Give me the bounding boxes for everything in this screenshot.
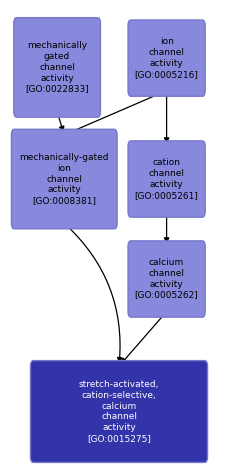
Text: mechanically
gated
channel
activity
[GO:0022833]: mechanically gated channel activity [GO:… (25, 41, 89, 93)
FancyArrowPatch shape (66, 225, 122, 362)
FancyBboxPatch shape (128, 141, 205, 217)
FancyArrowPatch shape (122, 314, 165, 363)
FancyArrowPatch shape (68, 92, 164, 133)
Text: cation
channel
activity
[GO:0005261]: cation channel activity [GO:0005261] (135, 159, 198, 199)
Text: stretch-activated,
cation-selective,
calcium
channel
activity
[GO:0015275]: stretch-activated, cation-selective, cal… (79, 380, 159, 443)
FancyBboxPatch shape (128, 20, 205, 96)
FancyBboxPatch shape (14, 18, 100, 117)
FancyArrowPatch shape (58, 114, 64, 131)
Text: mechanically-gated
ion
channel
activity
[GO:0008381]: mechanically-gated ion channel activity … (20, 153, 109, 205)
FancyBboxPatch shape (128, 241, 205, 317)
FancyArrowPatch shape (164, 214, 169, 242)
Text: calcium
channel
activity
[GO:0005262]: calcium channel activity [GO:0005262] (135, 259, 198, 299)
FancyBboxPatch shape (11, 129, 117, 229)
FancyArrowPatch shape (164, 93, 169, 142)
FancyBboxPatch shape (30, 361, 208, 462)
Text: ion
channel
activity
[GO:0005216]: ion channel activity [GO:0005216] (135, 38, 198, 79)
